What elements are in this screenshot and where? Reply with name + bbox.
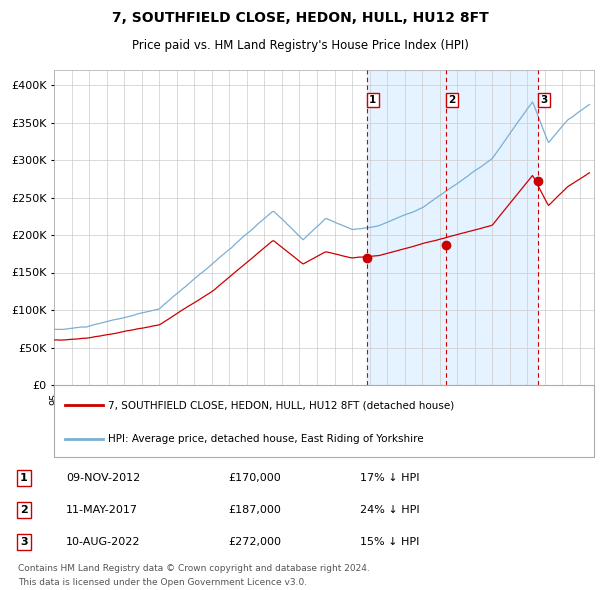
Text: 3: 3	[540, 95, 547, 105]
Text: 1: 1	[369, 95, 376, 105]
Text: 15% ↓ HPI: 15% ↓ HPI	[360, 537, 419, 547]
Text: 10-AUG-2022: 10-AUG-2022	[66, 537, 140, 547]
Text: 24% ↓ HPI: 24% ↓ HPI	[360, 505, 419, 515]
Text: 11-MAY-2017: 11-MAY-2017	[66, 505, 138, 515]
Text: 7, SOUTHFIELD CLOSE, HEDON, HULL, HU12 8FT: 7, SOUTHFIELD CLOSE, HEDON, HULL, HU12 8…	[112, 11, 488, 25]
Text: £187,000: £187,000	[228, 505, 281, 515]
Bar	[367, 70, 538, 385]
Text: 2: 2	[20, 505, 28, 515]
Text: Contains HM Land Registry data © Crown copyright and database right 2024.: Contains HM Land Registry data © Crown c…	[18, 563, 370, 573]
Text: 17% ↓ HPI: 17% ↓ HPI	[360, 473, 419, 483]
Text: £170,000: £170,000	[228, 473, 281, 483]
Text: 7, SOUTHFIELD CLOSE, HEDON, HULL, HU12 8FT (detached house): 7, SOUTHFIELD CLOSE, HEDON, HULL, HU12 8…	[108, 400, 454, 410]
Text: 2: 2	[448, 95, 455, 105]
Text: 09-NOV-2012: 09-NOV-2012	[66, 473, 140, 483]
Text: HPI: Average price, detached house, East Riding of Yorkshire: HPI: Average price, detached house, East…	[108, 434, 424, 444]
Text: 1: 1	[20, 473, 28, 483]
Text: 3: 3	[20, 537, 28, 547]
Text: Price paid vs. HM Land Registry's House Price Index (HPI): Price paid vs. HM Land Registry's House …	[131, 40, 469, 53]
Text: £272,000: £272,000	[228, 537, 281, 547]
Text: This data is licensed under the Open Government Licence v3.0.: This data is licensed under the Open Gov…	[18, 578, 307, 587]
